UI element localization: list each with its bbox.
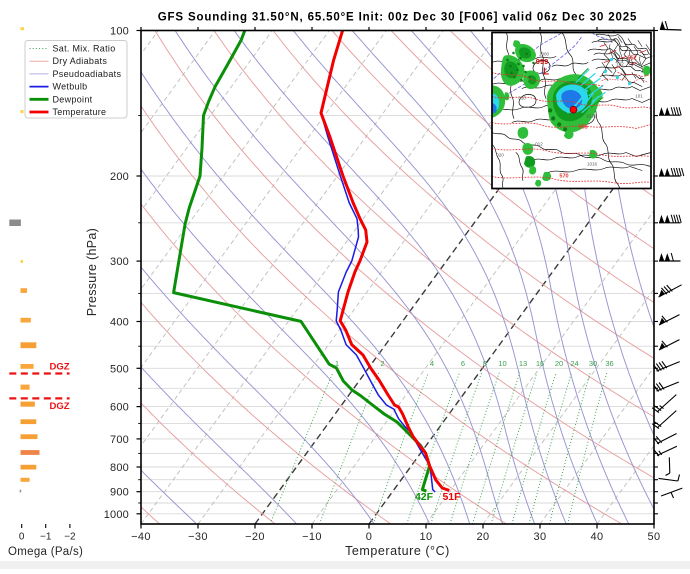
svg-text:1000: 1000 xyxy=(539,52,550,57)
svg-text:558: 558 xyxy=(578,125,587,131)
svg-text:DGZ: DGZ xyxy=(50,401,70,412)
svg-text:6: 6 xyxy=(461,359,465,368)
svg-text:900: 900 xyxy=(110,487,129,499)
svg-text:20: 20 xyxy=(555,359,563,368)
svg-text:600: 600 xyxy=(110,402,129,414)
svg-text:DGZ: DGZ xyxy=(50,362,70,373)
svg-text:−1: −1 xyxy=(40,532,52,543)
svg-text:999: 999 xyxy=(536,57,549,66)
svg-text:30: 30 xyxy=(589,359,597,368)
svg-text:020: 020 xyxy=(496,153,504,158)
svg-text:51F: 51F xyxy=(442,491,461,503)
svg-text:−40: −40 xyxy=(131,531,151,543)
svg-text:36: 36 xyxy=(605,359,613,368)
svg-text:700: 700 xyxy=(110,434,129,446)
svg-text:13: 13 xyxy=(519,359,527,368)
svg-text:4: 4 xyxy=(430,359,434,368)
svg-text:300: 300 xyxy=(110,256,129,268)
svg-text:552: 552 xyxy=(627,56,636,62)
svg-text:800: 800 xyxy=(110,462,129,474)
svg-text:8: 8 xyxy=(483,359,487,368)
svg-text:42F: 42F xyxy=(415,491,434,503)
svg-text:2: 2 xyxy=(380,359,384,368)
svg-text:Sat. Mix. Ratio: Sat. Mix. Ratio xyxy=(53,44,116,54)
svg-text:0: 0 xyxy=(19,532,25,543)
svg-text:30: 30 xyxy=(533,531,546,543)
svg-text:101: 101 xyxy=(635,94,643,99)
svg-text:Dry Adiabats: Dry Adiabats xyxy=(53,56,108,66)
svg-text:1000: 1000 xyxy=(104,509,129,521)
svg-text:570: 570 xyxy=(559,174,568,180)
svg-text:20: 20 xyxy=(476,531,489,543)
svg-text:1: 1 xyxy=(335,359,339,368)
svg-text:GFS Sounding 31.50°N, 65.50°E: GFS Sounding 31.50°N, 65.50°E Init: 00z … xyxy=(158,12,637,24)
svg-text:400: 400 xyxy=(110,317,129,329)
svg-text:102: 102 xyxy=(616,62,624,67)
svg-text:1016: 1016 xyxy=(587,162,598,167)
svg-text:L: L xyxy=(543,67,549,78)
svg-text:−20: −20 xyxy=(245,531,265,543)
svg-text:200: 200 xyxy=(110,171,129,183)
svg-text:100: 100 xyxy=(110,26,129,38)
svg-text:010: 010 xyxy=(518,96,526,101)
svg-text:16: 16 xyxy=(536,359,544,368)
svg-text:Wetbulb: Wetbulb xyxy=(53,82,88,92)
svg-text:500: 500 xyxy=(110,363,129,375)
svg-text:24: 24 xyxy=(570,359,578,368)
svg-text:Dewpoint: Dewpoint xyxy=(53,94,93,104)
svg-text:−10: −10 xyxy=(302,531,322,543)
svg-text:40: 40 xyxy=(590,531,603,543)
svg-text:Temperature (°C): Temperature (°C) xyxy=(345,544,450,558)
svg-text:012: 012 xyxy=(535,142,543,147)
svg-text:0: 0 xyxy=(366,531,373,543)
svg-text:10: 10 xyxy=(498,359,506,368)
svg-text:10: 10 xyxy=(419,531,432,543)
svg-text:50: 50 xyxy=(647,531,660,543)
svg-text:Omega (Pa/s): Omega (Pa/s) xyxy=(8,546,83,558)
svg-text:−2: −2 xyxy=(64,532,76,543)
svg-text:−30: −30 xyxy=(188,531,208,543)
svg-text:Pressure (hPa): Pressure (hPa) xyxy=(85,228,99,316)
svg-text:Pseudoadiabats: Pseudoadiabats xyxy=(53,69,122,79)
svg-text:1016: 1016 xyxy=(586,114,597,119)
svg-text:Temperature: Temperature xyxy=(53,107,107,117)
